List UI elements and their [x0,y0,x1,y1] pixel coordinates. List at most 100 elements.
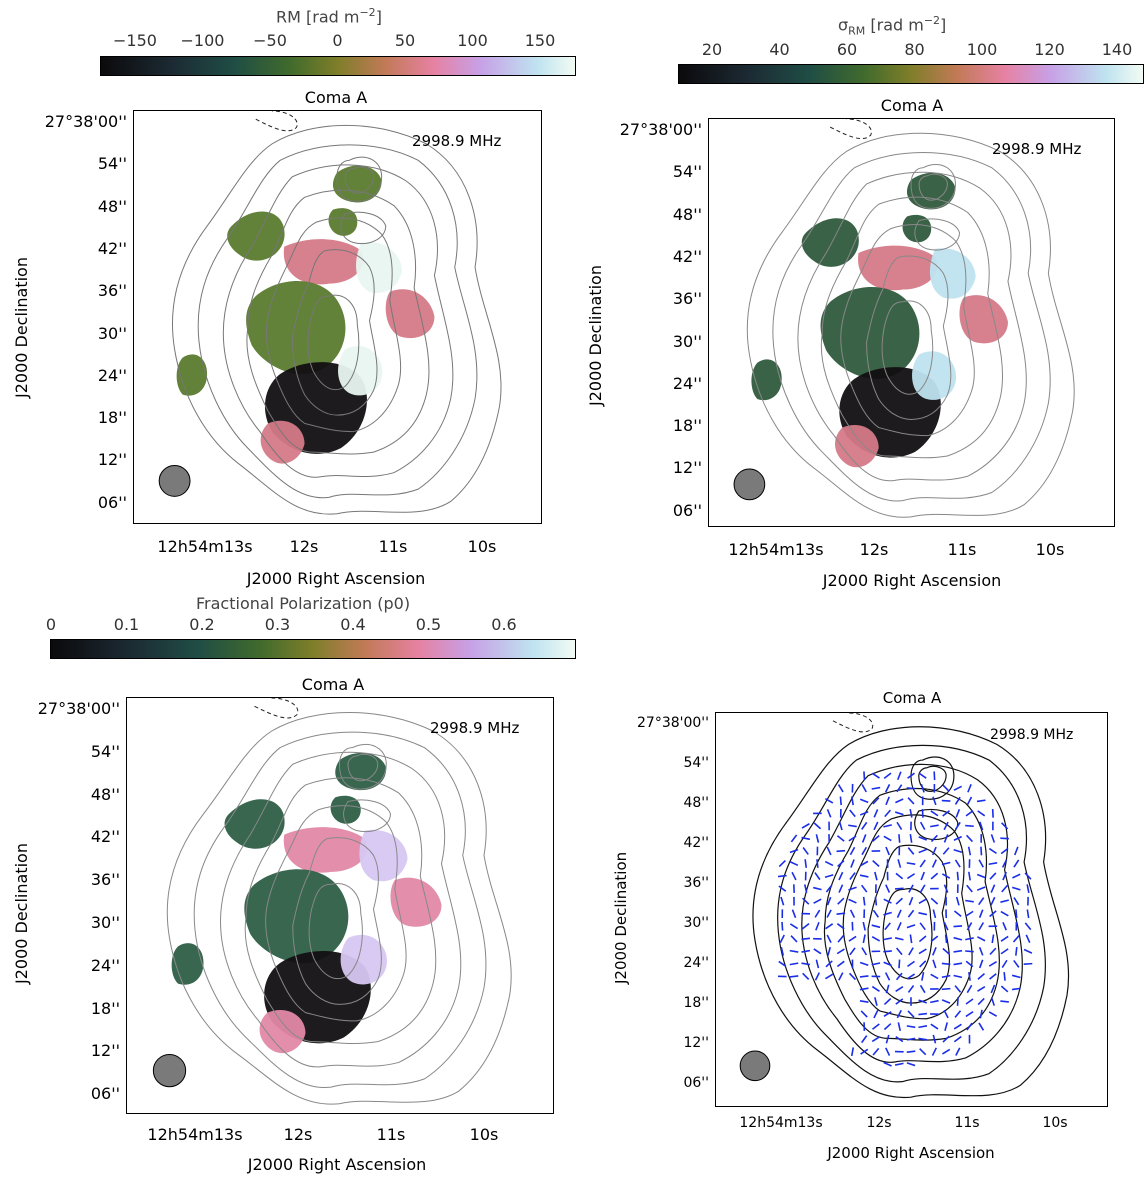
polarization-vector-355 [908,1011,914,1017]
sigma-contour-6 [882,301,933,394]
polarization-vector-334 [978,987,985,991]
sigma-ra-tick-1: 11s [947,540,977,559]
sigma-emission-region-7 [835,424,879,468]
polarization-vector-146 [1003,872,1006,880]
polarization-vector-217 [802,924,809,929]
sigma-colorbar-title: σRM [rad m−2] [838,14,947,38]
polarization-vector-163 [944,885,947,893]
polarization-vector-374 [862,1036,867,1043]
polarization-vector-353 [884,1012,891,1016]
sigma-emission-region-3 [959,295,1008,344]
polarization-vector-117 [907,863,915,864]
polarization-vector-49 [802,824,809,828]
polarization-vector-166 [977,887,985,890]
polarization-vector-12 [897,785,902,792]
polarization-vector-216 [790,924,797,929]
polarization-vector-61 [944,822,948,830]
polarization-vector-112 [851,860,854,868]
polarization-vector-256 [1001,936,1008,941]
polarization-vector-50 [814,823,820,829]
polarization-vector-372 [967,1023,972,1030]
polarization-vector-175 [827,897,830,905]
polarization-vector-183 [919,899,926,903]
frac-emission-region-9 [335,752,387,791]
polarization-vector-361 [980,1010,982,1018]
polarization-vector-209 [966,911,973,916]
polarization-vector-313 [897,973,902,980]
polarization-vector-385 [861,1049,868,1054]
vec-ra-tick-0: 12s [866,1115,892,1131]
polarization-vector-4 [908,773,915,778]
polarization-vector-226 [907,925,915,928]
polarization-vector-89 [827,847,831,855]
sigma-map-canvas [709,119,1113,525]
vec-dec-tick-2: 42'' [683,835,709,851]
polarization-vector-378 [907,1038,915,1039]
polarization-vector-125 [1003,860,1007,868]
panel-title-vectors: Coma A [882,689,942,707]
polarization-vector-356 [918,1014,927,1015]
polarization-vector-271 [919,949,926,953]
polarization-vector-140 [931,873,938,879]
polarization-vector-96 [908,848,913,855]
rm-contour-3 [247,190,429,454]
frac-colorbar-tick-2: 0.2 [189,615,215,634]
rm-contour-6 [308,295,359,389]
polarization-vector-159 [895,888,904,889]
polarization-vector-109 [817,859,818,868]
sigma-contour-7 [911,165,955,209]
sigma-contour-5 [867,256,951,419]
polarization-vector-231 [967,922,971,930]
polarization-vector-38 [874,809,877,817]
sigma-ra-tick-0: 12s [859,540,889,559]
polarization-vector-338 [860,1001,868,1002]
polarization-vector-321 [990,974,997,979]
rm-dec-tick-0: 54'' [97,154,127,174]
polarization-vector-31 [968,797,972,805]
frac-dec-tick-1: 48'' [90,784,120,804]
frac-dec-tick-8: 06'' [90,1084,120,1104]
polarization-vector-67 [791,835,796,842]
polarization-vector-141 [942,874,949,878]
polarization-vector-197 [827,910,831,918]
frac-negative-contour [255,698,298,718]
vec-contour-9 [915,810,958,840]
frac-dec-tick-3: 36'' [90,870,120,890]
polarization-vector-9 [862,784,866,792]
polarization-vector-380 [933,1035,935,1043]
polarization-vector-337 [1012,988,1020,989]
polarization-vector-177 [849,899,857,903]
polarization-vector-41 [910,809,912,817]
frac-colorbar-tick-3: 0.3 [264,615,291,634]
polarization-vector-114 [873,861,879,867]
frac-dec-tick-4: 30'' [90,913,120,932]
polarization-vector-306 [815,973,819,981]
polarization-vector-165 [967,885,972,892]
polarization-vector-250 [931,936,938,941]
polarization-vector-331 [942,989,951,990]
polarization-vector-77 [910,834,911,843]
polarization-vector-42 [922,809,923,818]
polarization-vector-354 [897,1010,901,1018]
frac-beam-ellipse [153,1054,185,1086]
polarization-vector-69 [816,834,818,842]
polarization-vector-314 [907,974,914,979]
polarization-vector-154 [839,885,842,893]
rm-dec-tick-5: 24'' [97,365,127,385]
frac-emission-region-2 [359,829,408,882]
polarization-vector-169 [1012,887,1020,890]
polarization-vector-276 [980,947,983,955]
polarization-vector-382 [954,1037,961,1042]
polarization-vector-304 [790,976,799,977]
polarization-vector-30 [956,797,961,804]
polarization-vector-286 [837,961,844,966]
polarization-vector-76 [899,834,900,843]
polarization-vector-91 [850,847,854,855]
rm-contour-0 [172,125,501,514]
vec-dec-tick-3: 36'' [683,875,709,891]
polarization-vector-317 [942,976,950,978]
polarization-vector-161 [921,885,925,892]
polarization-vector-246 [883,938,891,940]
polarization-vector-46 [966,811,973,816]
polarization-vector-194 [792,910,795,918]
